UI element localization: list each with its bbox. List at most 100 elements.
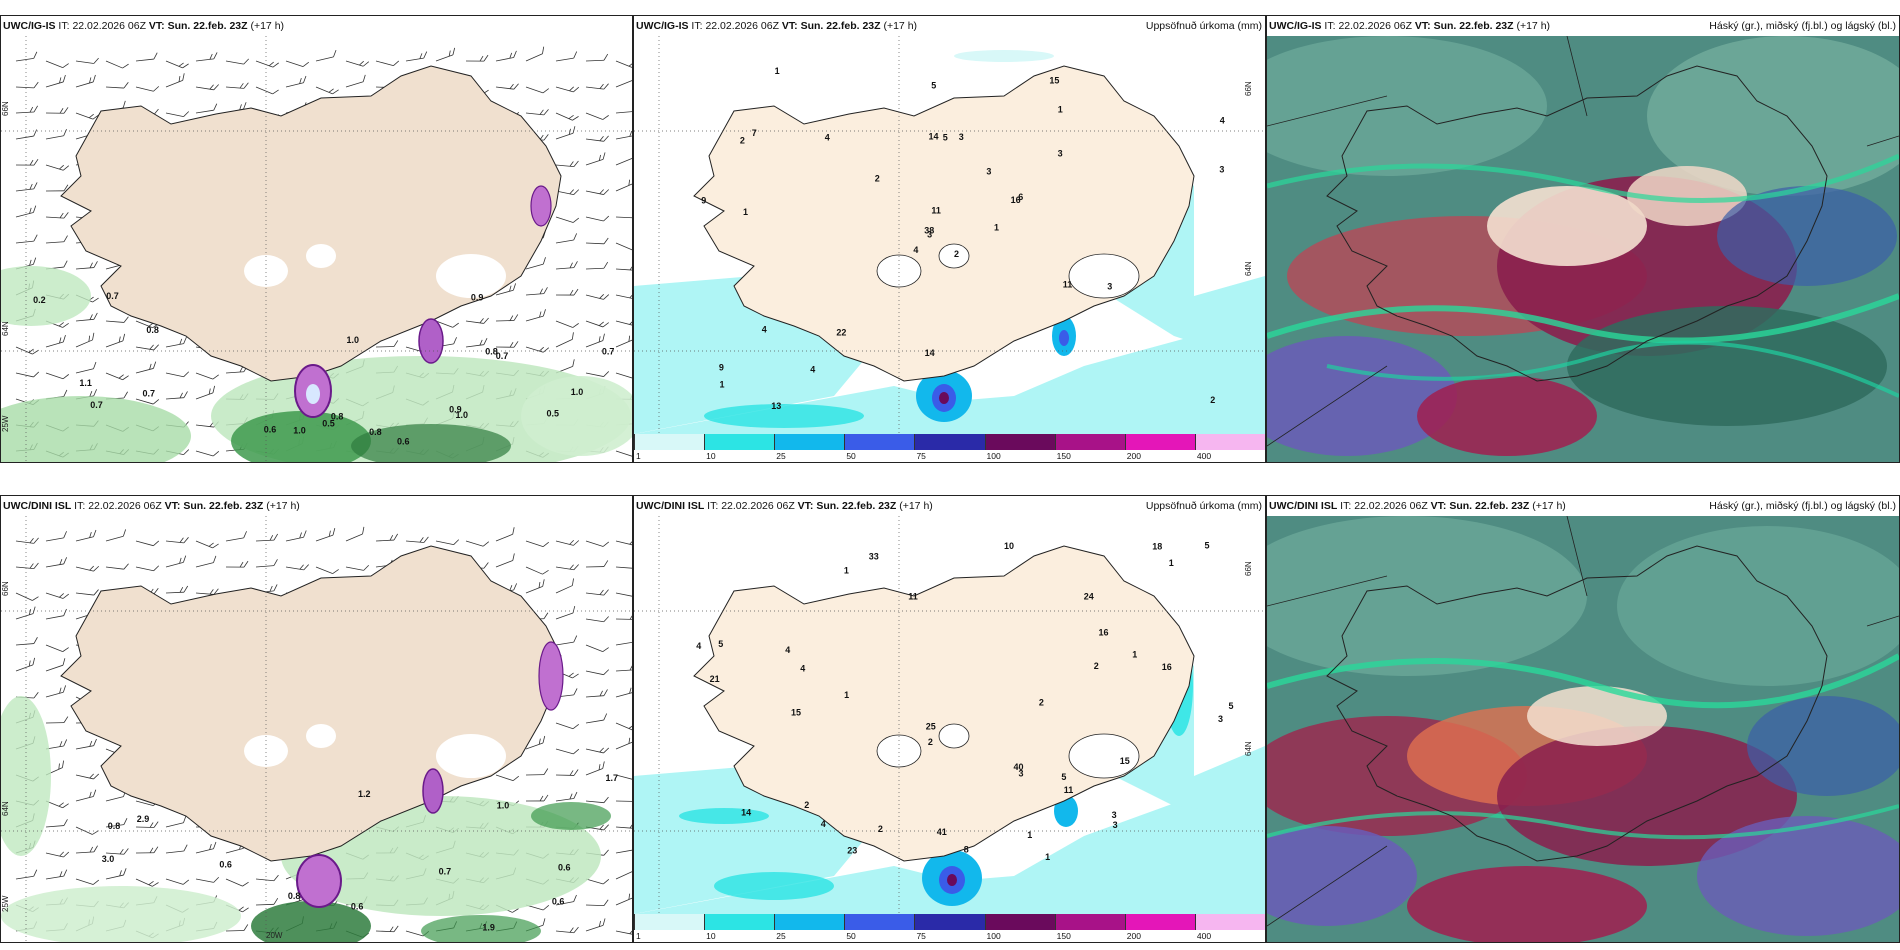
precip-value-label: 0.8 — [369, 427, 382, 437]
wind-barb — [585, 333, 605, 348]
precip-value-label: 33 — [869, 552, 879, 562]
wind-barb — [495, 553, 515, 568]
valid-time: Sun. 22.feb. 23Z — [816, 500, 897, 512]
wind-barb — [195, 84, 219, 91]
precip-value-label: 2 — [928, 737, 933, 747]
wind-barb — [75, 738, 97, 750]
precip-value-label: 5 — [931, 80, 936, 90]
wind-barb — [45, 592, 70, 599]
wind-barb — [585, 589, 609, 596]
wind-barb — [75, 529, 97, 542]
init-time: 22.02.2026 06Z — [721, 500, 795, 512]
colorbar-segment — [1124, 434, 1195, 450]
valid-time: Sun. 22.feb. 23Z — [167, 20, 248, 32]
wind-barb — [525, 287, 548, 296]
wind-barb — [585, 878, 610, 885]
wind-barb — [105, 817, 128, 828]
precip-value-label: 38 — [924, 226, 934, 236]
colorbar-label: 10 — [706, 451, 716, 461]
colorbar-label: 50 — [846, 451, 856, 461]
wind-barb — [345, 526, 365, 542]
precip-value-label: 0.9 — [471, 293, 484, 303]
wind-barb — [615, 849, 632, 854]
colorbar-label: 150 — [1056, 451, 1071, 461]
wind-barb — [75, 112, 99, 120]
wind-barb — [585, 371, 610, 377]
wind-barb — [615, 372, 632, 379]
wind-barb — [165, 391, 188, 400]
wind-barb — [495, 314, 519, 322]
precip-value-label: 6 — [1018, 192, 1023, 202]
precip-value-label: 22 — [836, 328, 846, 338]
wind-barb — [495, 50, 517, 62]
iceland-landmass — [60, 65, 562, 382]
wind-barb — [375, 60, 400, 67]
wind-barb — [555, 564, 579, 571]
wind-barb — [165, 555, 187, 568]
wind-barb — [615, 79, 632, 88]
wind-barb — [585, 713, 608, 724]
precip-value-label: 1.1 — [79, 378, 92, 388]
wind-map: 66N 64N 25W 20W 1.2 0.7 0.6 3.0 2.9 0.8 1.0 0.6 0.6… — [1, 516, 632, 942]
wind-barb — [585, 83, 609, 90]
precip-value-label: 2 — [878, 824, 883, 834]
colorbar-segment — [704, 914, 775, 930]
wind-barb — [555, 216, 580, 223]
wind-barb — [15, 158, 39, 166]
precip-value-label: 1 — [775, 66, 780, 76]
wind-barb — [585, 669, 610, 676]
wind-barb — [555, 112, 579, 121]
precip-value-label: 23 — [847, 845, 857, 855]
precip-value-label: 13 — [771, 401, 781, 411]
wind-barb — [45, 531, 67, 542]
wind-barb — [615, 722, 632, 731]
glaciers — [244, 724, 506, 778]
panel-title: Háský (gr.), miðský (fj.bl.) og lágský (… — [1709, 20, 1896, 32]
wind-barb — [495, 283, 517, 296]
precip-value-label: 15 — [1049, 75, 1059, 85]
colorbar-segment — [844, 914, 915, 930]
colorbar-label: 150 — [1056, 931, 1071, 941]
wind-barb — [165, 585, 189, 594]
init-time: 22.02.2026 06Z — [88, 500, 162, 512]
wind-barb — [615, 450, 632, 457]
wind-barb — [315, 566, 339, 574]
precip-value-label: 5 — [1205, 541, 1210, 551]
precip-value-label: 0.6 — [219, 859, 232, 869]
wind-barb — [45, 608, 67, 620]
wind-barb — [615, 614, 632, 620]
wind-barb — [45, 372, 70, 380]
wind-barb — [525, 257, 546, 270]
wind-barb — [105, 848, 129, 855]
wind-barb — [375, 925, 399, 933]
precip-value-label: 4 — [696, 641, 701, 651]
panel-title: Uppsöfnuð úrkoma (mm) — [1145, 500, 1262, 512]
precip-value-label: 1 — [1132, 649, 1137, 659]
wind-barb — [555, 288, 579, 296]
init-time: 22.02.2026 06Z — [72, 20, 146, 32]
wind-barb — [615, 641, 632, 646]
precip-value-label: 1 — [720, 380, 725, 390]
wind-barb — [465, 540, 490, 547]
valid-time: Sun. 22.feb. 23Z — [183, 500, 264, 512]
wind-barb — [15, 637, 38, 646]
precip-value-label: 40 — [1014, 762, 1024, 772]
precip-value-label: 0.6 — [397, 436, 410, 446]
wind-barb — [375, 533, 399, 542]
wind-barb — [75, 261, 98, 270]
colorbar-segment — [634, 914, 705, 930]
wind-barb — [45, 60, 69, 69]
wind-barb — [75, 826, 99, 835]
lat-lon-grid: 66N 64N — [634, 516, 1265, 914]
precip-value-label: 5 — [943, 133, 948, 143]
grid-label: 66N — [1, 581, 10, 596]
precip-value-label: 3 — [1058, 149, 1063, 159]
colorbar-label: 75 — [916, 451, 926, 461]
wind-barb — [285, 60, 310, 68]
wind-barb — [615, 130, 632, 140]
wind-barb — [615, 864, 632, 880]
wind-barb — [435, 320, 459, 328]
wind-barb — [615, 687, 632, 698]
precip-value-label: 18 — [1152, 542, 1162, 552]
